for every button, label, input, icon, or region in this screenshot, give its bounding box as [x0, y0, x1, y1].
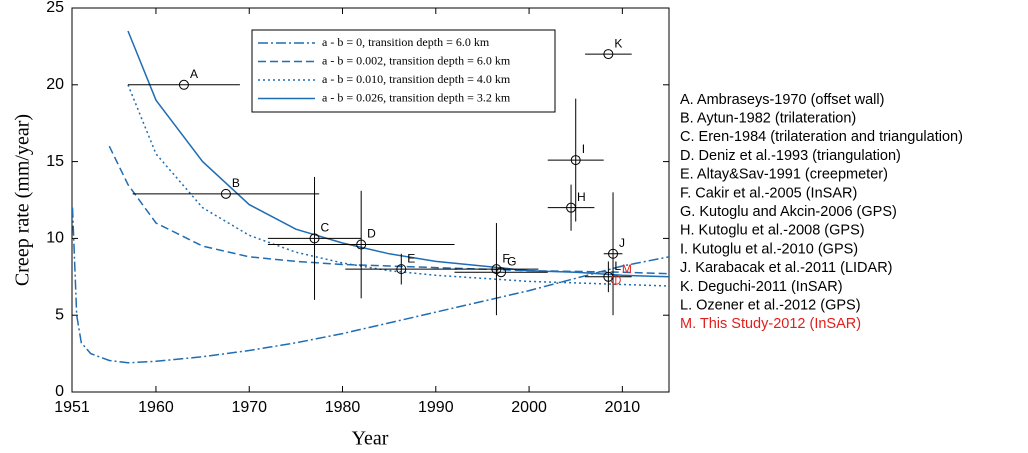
- model-curve: [72, 207, 669, 364]
- reference-entry: D. Deniz et al.-1993 (triangulation): [680, 148, 901, 164]
- x-tick-label: 2000: [511, 399, 547, 416]
- y-tick-label: 10: [46, 230, 64, 247]
- point-label: B: [232, 176, 240, 190]
- curves: [72, 30, 669, 364]
- y-tick-label: 5: [55, 306, 64, 323]
- y-tick-label: 15: [46, 153, 64, 170]
- reference-entry: H. Kutoglu et al.-2008 (GPS): [680, 223, 865, 239]
- point-label: M: [622, 262, 632, 276]
- legend-label: a - b = 0.010, transition depth = 4.0 km: [322, 72, 511, 86]
- point-label: I: [582, 142, 585, 156]
- plot-frame: [71, 7, 670, 393]
- point-label: D: [367, 227, 376, 241]
- x-tick-label: 1960: [138, 399, 174, 416]
- legend-label: a - b = 0.026, transition depth = 3.2 km: [322, 90, 511, 104]
- data-point: [570, 155, 581, 166]
- data-point: [220, 188, 231, 199]
- x-tick-label: 1951: [54, 399, 90, 416]
- point-label: E: [407, 251, 415, 265]
- y-tick-label: 25: [46, 0, 64, 16]
- data-point: [608, 248, 619, 259]
- reference-entry: G. Kutoglu and Akcin-2006 (GPS): [680, 204, 897, 220]
- data-point: [496, 267, 507, 278]
- reference-entry: M. This Study-2012 (InSAR): [680, 316, 861, 332]
- x-axis-label: Year: [352, 428, 389, 450]
- point-label: H: [577, 190, 586, 204]
- y-axis-label: Creep rate (mm/year): [12, 114, 34, 286]
- data-point: [603, 49, 614, 60]
- point-label: K: [614, 36, 622, 50]
- point-label: A: [190, 67, 198, 81]
- point-label: C: [321, 221, 330, 235]
- x-tick-label: 2010: [605, 399, 641, 416]
- reference-entry: J. Karabacak et al.-2011 (LIDAR): [680, 260, 893, 276]
- point-label: J: [619, 236, 625, 250]
- y-tick-label: 20: [46, 76, 64, 93]
- model-curve: [108, 145, 669, 275]
- x-tick-label: 1970: [231, 399, 267, 416]
- reference-entry: B. Aytun-1982 (trilateration): [680, 111, 856, 127]
- data-point: [396, 264, 407, 275]
- reference-entry: C. Eren-1984 (trilateration and triangul…: [680, 129, 963, 145]
- reference-entry: L. Ozener et al.-2012 (GPS): [680, 298, 861, 314]
- point-label: G: [507, 254, 516, 268]
- reference-entry: A. Ambraseys-1970 (offset wall): [680, 92, 884, 108]
- model-curve: [127, 30, 669, 278]
- data-point: [610, 274, 621, 285]
- point-label: F: [502, 251, 509, 265]
- model-curve: [127, 84, 669, 287]
- x-tick-label: 1990: [418, 399, 454, 416]
- reference-entry: K. Deguchi-2011 (InSAR): [680, 279, 843, 295]
- reference-entry: I. Kutoglu et al.-2010 (GPS): [680, 241, 858, 257]
- data-point: [309, 233, 320, 244]
- point-label: L: [614, 259, 621, 273]
- y-tick-label: 0: [55, 383, 64, 400]
- x-tick-label: 1980: [325, 399, 361, 416]
- data-point: [356, 239, 367, 250]
- data-point: [178, 79, 189, 90]
- reference-entry: E. Altay&Sav-1991 (creepmeter): [680, 167, 888, 183]
- legend-label: a - b = 0, transition depth = 6.0 km: [322, 35, 490, 49]
- reference-entry: F. Cakir et al.-2005 (InSAR): [680, 185, 857, 201]
- legend-label: a - b = 0.002, transition depth = 6.0 km: [322, 53, 511, 67]
